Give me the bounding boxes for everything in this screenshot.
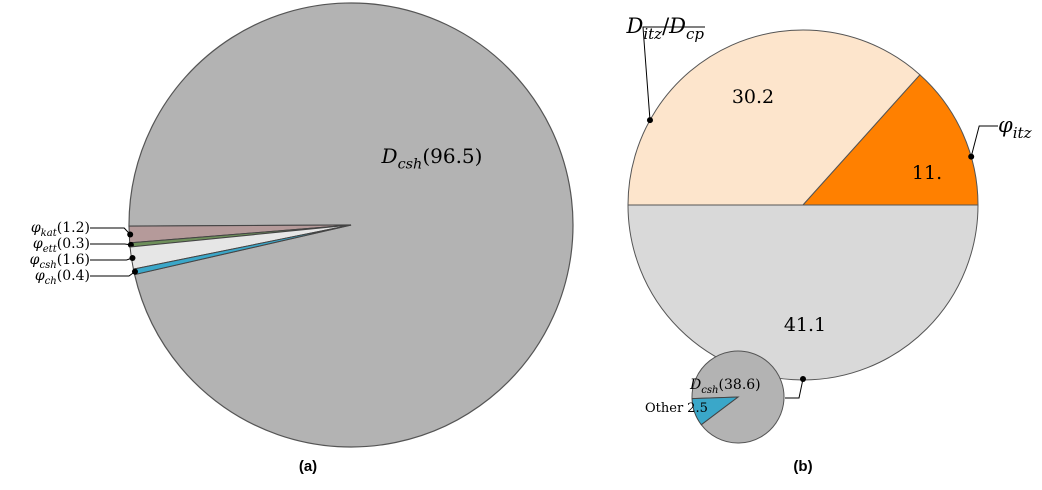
label-part: itz <box>643 25 662 43</box>
label-part: D <box>625 14 643 38</box>
label-phi-kat-symbol: φ <box>31 220 41 236</box>
leader-line <box>90 227 131 235</box>
inset-slice-d-csh <box>691 350 785 444</box>
label-phi-ch-sub: ch <box>45 276 57 287</box>
label-phi-csh-value: (1.6) <box>57 252 90 268</box>
label-phi-itz-symbol: φ <box>998 113 1013 137</box>
label-other-text: Other <box>645 401 684 416</box>
label-phi-ett-symbol: φ <box>33 236 43 252</box>
inset-slice-other <box>691 396 740 426</box>
label-d-csh-value: (96.5) <box>422 144 482 168</box>
label-phi-csh-sub: csh <box>39 260 56 271</box>
leader-line <box>90 271 136 277</box>
pie-chart-a: φkat(1.2)φett(0.3)φcsh(1.6)φch(0.4)Dcsh(… <box>30 2 574 448</box>
label-phi-csh-symbol: φ <box>30 252 40 268</box>
label-phi-ch-value: (0.4) <box>57 268 90 284</box>
label-d-csh: Dcsh(96.5) <box>381 144 483 173</box>
slice-phi-itz <box>801 74 979 206</box>
label-part: / <box>662 14 670 38</box>
slice-d-csh <box>627 204 979 381</box>
leader-line <box>642 26 705 121</box>
label-phi-kat-sub: kat <box>41 228 58 239</box>
label-inset-d-csh-symbol: D <box>689 377 701 393</box>
label-phi-kat-value: (1.2) <box>57 220 90 236</box>
label-phi-ett: φett(0.3) <box>33 236 90 255</box>
slice-d-itz-cp <box>627 29 921 206</box>
value-label-d-itz-cp: 30.2 <box>732 86 774 108</box>
label-phi-ett-sub: ett <box>43 244 58 255</box>
label-inset-other: Other 2.5 <box>645 401 708 416</box>
label-phi-ch-symbol: φ <box>35 268 45 284</box>
leader-line <box>90 243 131 246</box>
label-d-csh-sub: csh <box>398 157 423 173</box>
label-part: cp <box>686 25 704 43</box>
label-phi-itz: φitz <box>998 113 1033 142</box>
label-other-value: 2.5 <box>687 401 708 416</box>
label-phi-kat: φkat(1.2) <box>31 220 90 239</box>
panel-label-a: (a) <box>299 458 317 475</box>
leader-line <box>970 125 998 157</box>
value-label-d-csh: 41.1 <box>784 314 826 336</box>
panel-label-b: (b) <box>793 458 812 475</box>
label-inset-d-csh-value: (38.6) <box>719 377 761 393</box>
label-d-itz-cp: Ditz/Dcp <box>625 14 704 43</box>
label-phi-csh: φcsh(1.6) <box>30 252 90 271</box>
label-phi-itz-sub: itz <box>1013 124 1033 142</box>
label-d-csh-symbol: D <box>381 144 398 168</box>
leader-line <box>90 257 133 261</box>
label-phi-ett-value: (0.3) <box>57 236 90 252</box>
label-inset-d-csh-sub: csh <box>701 385 718 396</box>
label-inset-d-csh: Dcsh(38.6) <box>689 377 761 396</box>
label-part: D <box>668 14 686 38</box>
label-phi-ch: φch(0.4) <box>35 268 90 287</box>
leader-line <box>785 378 804 399</box>
value-label-phi-itz: 11. <box>912 162 942 184</box>
